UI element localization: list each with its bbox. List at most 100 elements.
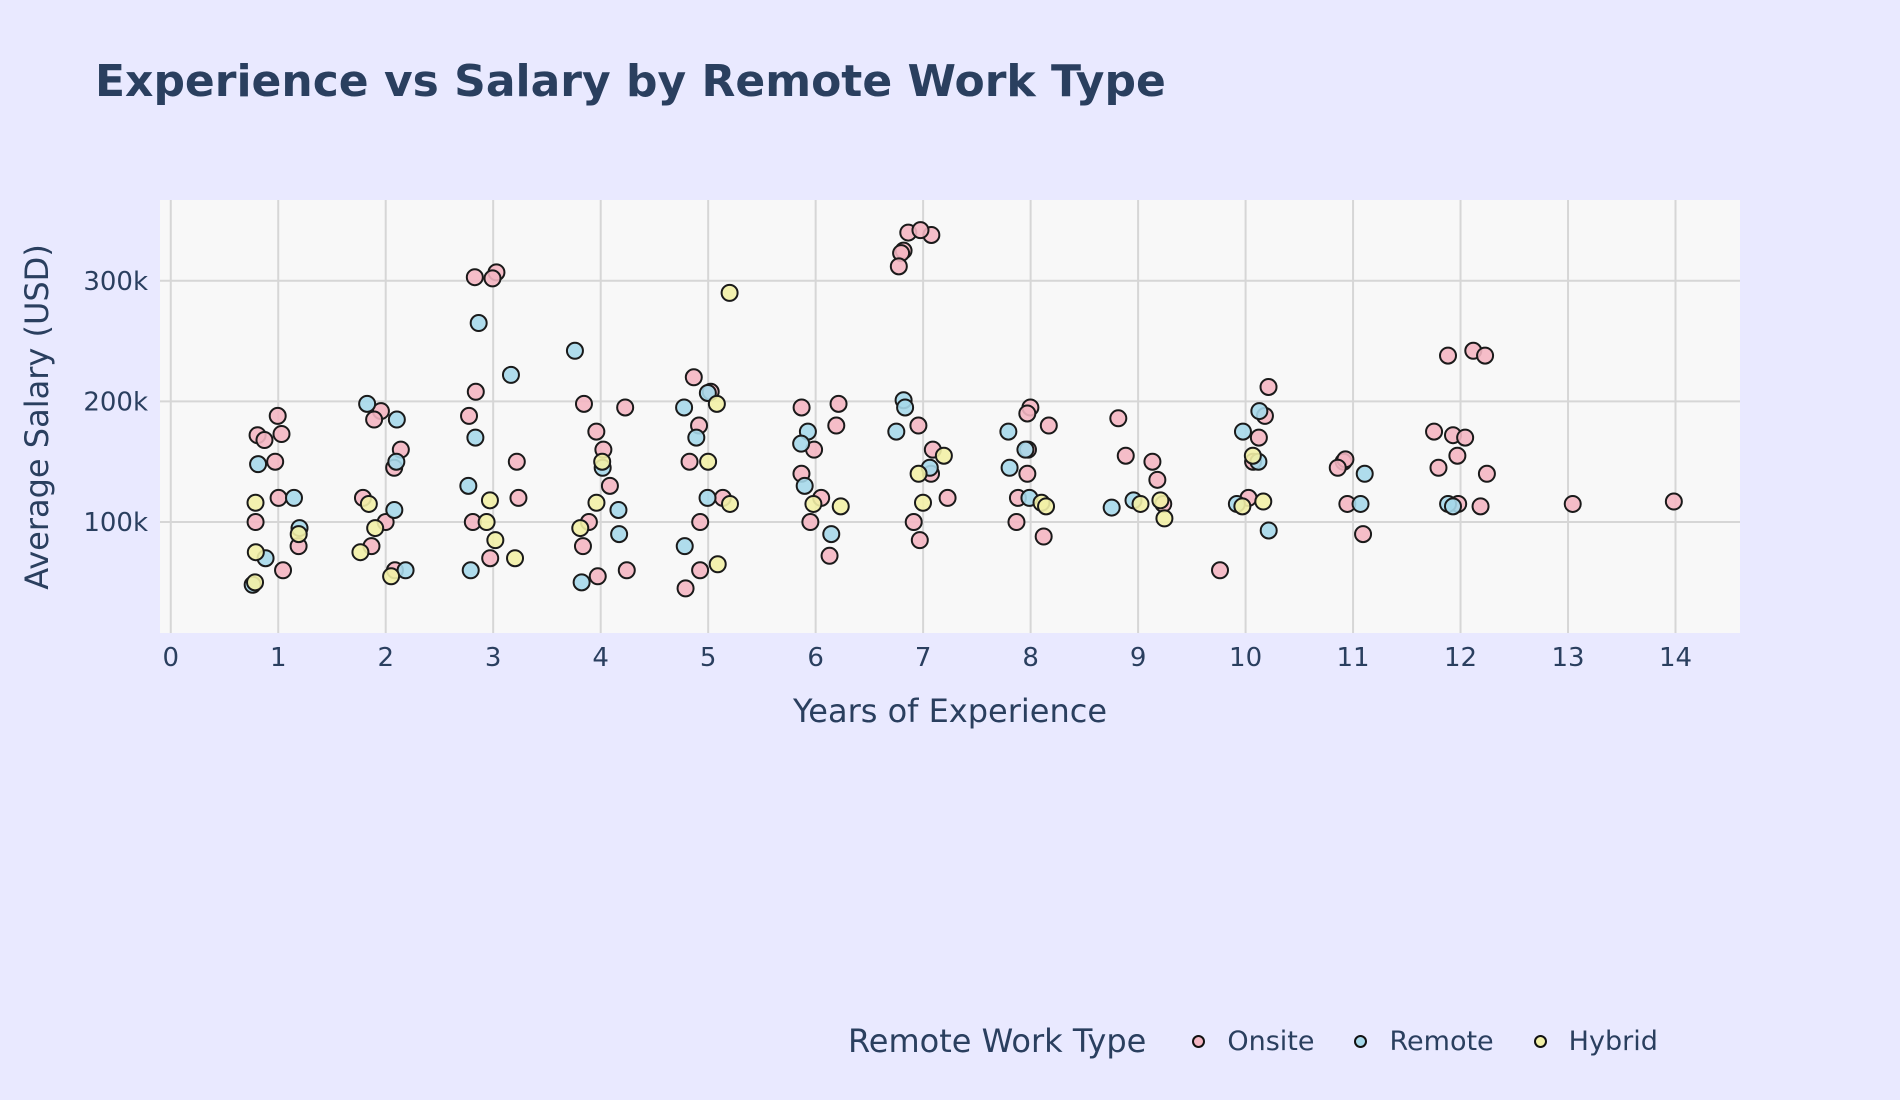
point-remote <box>469 314 488 333</box>
point-hybrid <box>366 519 385 538</box>
x-tick-labels: 0 1 2 3 4 5 6 7 8 9 10 11 12 13 14 <box>162 643 1692 673</box>
legend-label-onsite: Onsite <box>1227 1025 1315 1057</box>
y-axis-title: Average Salary (USD) <box>18 244 56 590</box>
point-onsite <box>909 416 928 435</box>
point-remote <box>572 573 591 592</box>
point-onsite <box>1109 409 1128 428</box>
legend: Remote Work Type Onsite Remote Hybrid <box>848 1022 1698 1060</box>
point-remote <box>459 476 478 495</box>
x-tick-label: 14 <box>1659 643 1692 673</box>
y-tick-label: 300k <box>83 267 148 297</box>
point-onsite <box>1425 422 1444 441</box>
x-tick-label: 12 <box>1444 643 1477 673</box>
point-hybrid <box>707 394 726 413</box>
x-tick-label: 9 <box>1130 643 1147 673</box>
point-remote <box>1351 494 1370 513</box>
point-hybrid <box>934 446 953 465</box>
point-hybrid <box>477 513 496 532</box>
point-onsite <box>617 561 636 580</box>
point-remote <box>387 410 406 429</box>
legend-item-onsite[interactable]: Onsite <box>1192 1026 1314 1057</box>
point-onsite <box>1448 446 1467 465</box>
point-remote <box>1259 521 1278 540</box>
x-tick-label: 10 <box>1229 643 1262 673</box>
point-onsite <box>1563 494 1582 513</box>
chart-title: Experience vs Salary by Remote Work Type <box>95 56 1166 107</box>
point-onsite <box>684 368 703 387</box>
point-remote <box>461 561 480 580</box>
point-onsite <box>1328 458 1347 477</box>
legend-item-remote[interactable]: Remote <box>1354 1026 1494 1057</box>
point-onsite <box>1259 377 1278 396</box>
y-tick-label: 100k <box>83 508 148 538</box>
x-tick-label: 1 <box>270 643 287 673</box>
legend-item-hybrid[interactable]: Hybrid <box>1533 1025 1658 1057</box>
point-onsite <box>680 452 699 471</box>
point-hybrid <box>351 543 370 562</box>
x-tick-label: 2 <box>377 643 394 673</box>
point-onsite <box>269 488 288 507</box>
point-remote <box>698 488 717 507</box>
point-onsite <box>691 513 710 532</box>
point-remote <box>1016 440 1035 459</box>
point-onsite <box>1018 404 1037 423</box>
point-onsite <box>255 431 274 450</box>
point-onsite <box>509 488 528 507</box>
legend-label-hybrid: Hybrid <box>1568 1025 1658 1057</box>
point-onsite <box>272 424 291 443</box>
point-onsite <box>600 476 619 495</box>
point-remote <box>792 434 811 453</box>
point-onsite <box>1018 464 1037 483</box>
point-onsite <box>1439 346 1458 365</box>
point-onsite <box>1354 525 1373 544</box>
point-onsite <box>574 394 593 413</box>
point-onsite <box>1429 458 1448 477</box>
point-hybrid <box>804 494 823 513</box>
point-hybrid <box>1254 492 1273 511</box>
point-hybrid <box>708 555 727 574</box>
point-hybrid <box>1155 509 1174 528</box>
point-onsite <box>616 398 635 417</box>
point-hybrid <box>720 283 739 302</box>
point-onsite <box>829 394 848 413</box>
point-onsite <box>588 567 607 586</box>
point-remote <box>284 488 303 507</box>
point-onsite <box>1456 428 1475 447</box>
point-onsite <box>460 406 479 425</box>
legend-marker-remote <box>1354 1034 1368 1048</box>
point-onsite <box>481 549 500 568</box>
point-hybrid <box>914 493 933 512</box>
point-onsite <box>573 537 592 556</box>
point-remote <box>675 398 694 417</box>
x-tick-label: 6 <box>807 643 824 673</box>
x-axis-title: Years of Experience <box>792 692 1107 730</box>
y-tick-labels: 100k 200k 300k <box>83 267 148 538</box>
x-tick-label: 8 <box>1022 643 1039 673</box>
point-onsite <box>483 269 502 288</box>
point-onsite <box>587 422 606 441</box>
point-onsite <box>246 513 265 532</box>
point-hybrid <box>486 531 505 550</box>
point-remote <box>609 500 628 519</box>
point-onsite <box>274 561 293 580</box>
point-onsite <box>1007 513 1026 532</box>
point-remote <box>887 422 906 441</box>
point-remote <box>822 525 841 544</box>
point-onsite <box>507 452 526 471</box>
point-onsite <box>1476 346 1495 365</box>
point-onsite <box>1116 446 1135 465</box>
point-onsite <box>466 382 485 401</box>
point-remote <box>1250 402 1269 421</box>
legend-marker-hybrid <box>1533 1034 1547 1048</box>
point-remote <box>687 428 706 447</box>
point-hybrid <box>359 494 378 513</box>
point-onsite <box>827 416 846 435</box>
point-hybrid <box>1233 497 1252 516</box>
point-hybrid <box>246 493 265 512</box>
y-tick-label: 200k <box>83 387 148 417</box>
point-onsite <box>911 221 930 240</box>
point-hybrid <box>382 567 401 586</box>
x-tick-label: 7 <box>915 643 932 673</box>
point-onsite <box>691 561 710 580</box>
